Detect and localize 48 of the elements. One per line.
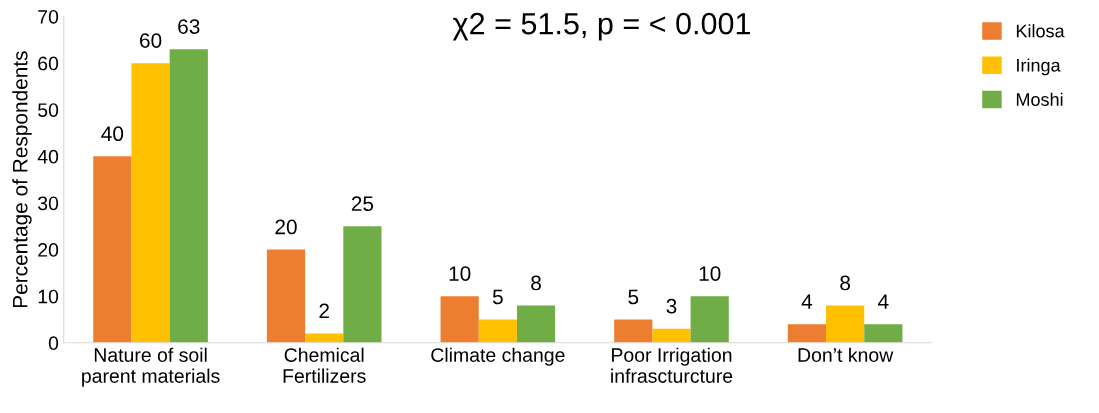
bar bbox=[131, 63, 170, 343]
data-label: 4 bbox=[878, 294, 889, 309]
y-tick-label: 20 bbox=[38, 243, 59, 257]
y-tick-label: 60 bbox=[38, 56, 59, 71]
bar bbox=[305, 333, 344, 343]
x-tick-label: Poor Irrigation infrascturcture bbox=[611, 347, 733, 383]
legend-label: Moshi bbox=[1016, 92, 1063, 106]
data-label: 10 bbox=[449, 266, 471, 281]
data-label: 3 bbox=[666, 298, 677, 314]
data-label: 8 bbox=[840, 275, 851, 291]
y-tick-label: 50 bbox=[38, 103, 59, 117]
bar bbox=[343, 226, 382, 343]
bar bbox=[652, 328, 691, 343]
bar bbox=[614, 319, 653, 343]
bar bbox=[478, 319, 517, 343]
legend-label: Iringa bbox=[1017, 58, 1061, 76]
legend-label: Kilosa bbox=[1016, 24, 1065, 38]
bar bbox=[826, 305, 865, 343]
data-label: 2 bbox=[319, 303, 329, 319]
x-tick-label: Climate change bbox=[431, 347, 565, 366]
bar bbox=[93, 156, 132, 343]
data-label: 4 bbox=[801, 294, 813, 309]
bar bbox=[440, 296, 479, 343]
x-tick-label: Chemical Fertilizers bbox=[283, 347, 366, 383]
bar bbox=[266, 249, 306, 343]
y-tick-label: 40 bbox=[37, 149, 59, 164]
x-tick-label: Don’t know bbox=[798, 347, 894, 362]
bar bbox=[516, 305, 556, 343]
data-label: 10 bbox=[699, 266, 721, 281]
data-label: 25 bbox=[351, 196, 374, 212]
bar bbox=[169, 49, 208, 343]
y-tick-label: 0 bbox=[48, 336, 59, 351]
annotation: χ2 = 51.5, p = < 0.001 bbox=[452, 12, 751, 41]
bar bbox=[787, 324, 827, 343]
data-label: 20 bbox=[275, 219, 297, 235]
data-label: 8 bbox=[531, 275, 541, 291]
y-tick-label: 10 bbox=[38, 289, 59, 304]
y-tick-label: 30 bbox=[38, 196, 59, 211]
bar bbox=[864, 324, 903, 343]
bar bbox=[690, 296, 729, 343]
data-label: 5 bbox=[492, 289, 503, 305]
y-tick-label: 70 bbox=[38, 9, 59, 24]
y-axis-title: Percentage of Respondents bbox=[12, 51, 32, 308]
x-tick-label: Nature of soil parent materials bbox=[82, 347, 220, 387]
data-label: 60 bbox=[140, 33, 162, 48]
data-label: 40 bbox=[101, 126, 124, 142]
data-label: 5 bbox=[628, 289, 639, 305]
data-label: 63 bbox=[178, 19, 200, 34]
